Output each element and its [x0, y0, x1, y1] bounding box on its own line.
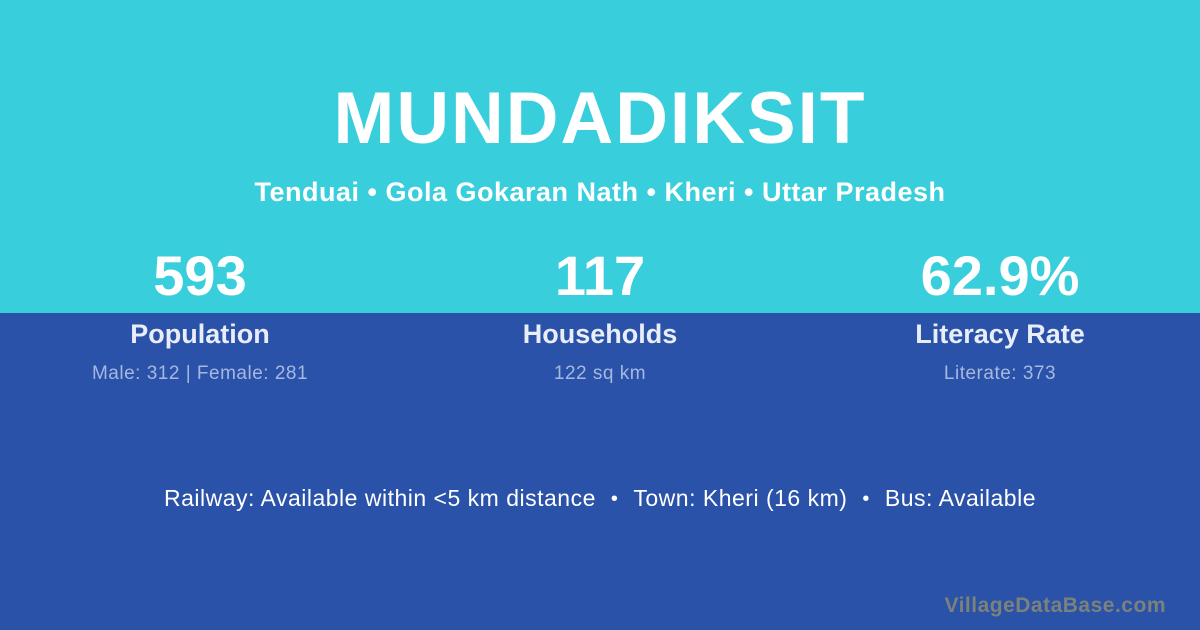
railway-info: Railway: Available within <5 km distance [164, 485, 596, 511]
info-bullet-separator: • [862, 488, 870, 510]
watermark-site-name: VillageDataBase.com [944, 594, 1166, 617]
town-info: Town: Kheri (16 km) [633, 485, 848, 511]
top-section: MUNDADIKSIT Tenduai • Gola Gokaran Nath … [0, 0, 1200, 313]
literacy-rate-value: 62.9% [920, 244, 1080, 307]
population-stat-column: Population Male: 312 | Female: 281 [0, 319, 400, 385]
info-bullet-separator: • [610, 488, 619, 510]
location-breadcrumb: Tenduai • Gola Gokaran Nath • Kheri • Ut… [254, 177, 946, 207]
literacy-rate-label: Literacy Rate [915, 319, 1085, 349]
transport-info-bar: Railway: Available within <5 km distance… [0, 485, 1200, 512]
households-stat-column: Households 122 sq km [400, 319, 800, 385]
households-label: Households [522, 319, 678, 349]
stats-labels-row: Population Male: 312 | Female: 281 House… [0, 313, 1200, 385]
bottom-section: Population Male: 312 | Female: 281 House… [0, 313, 1200, 630]
population-value: 593 [153, 244, 247, 307]
bus-info: Bus: Available [884, 485, 1036, 511]
literacy-stat-column: Literacy Rate Literate: 373 [800, 319, 1200, 385]
population-label: Population [130, 319, 270, 349]
population-detail: Male: 312 | Female: 281 [91, 362, 309, 384]
literacy-rate-detail: Literate: 373 [943, 362, 1057, 384]
households-value: 117 [554, 244, 646, 307]
stats-values-row: 593 117 62.9% [0, 248, 1200, 304]
households-detail: 122 sq km [553, 362, 647, 384]
village-name-title: MUNDADIKSIT [333, 78, 867, 159]
